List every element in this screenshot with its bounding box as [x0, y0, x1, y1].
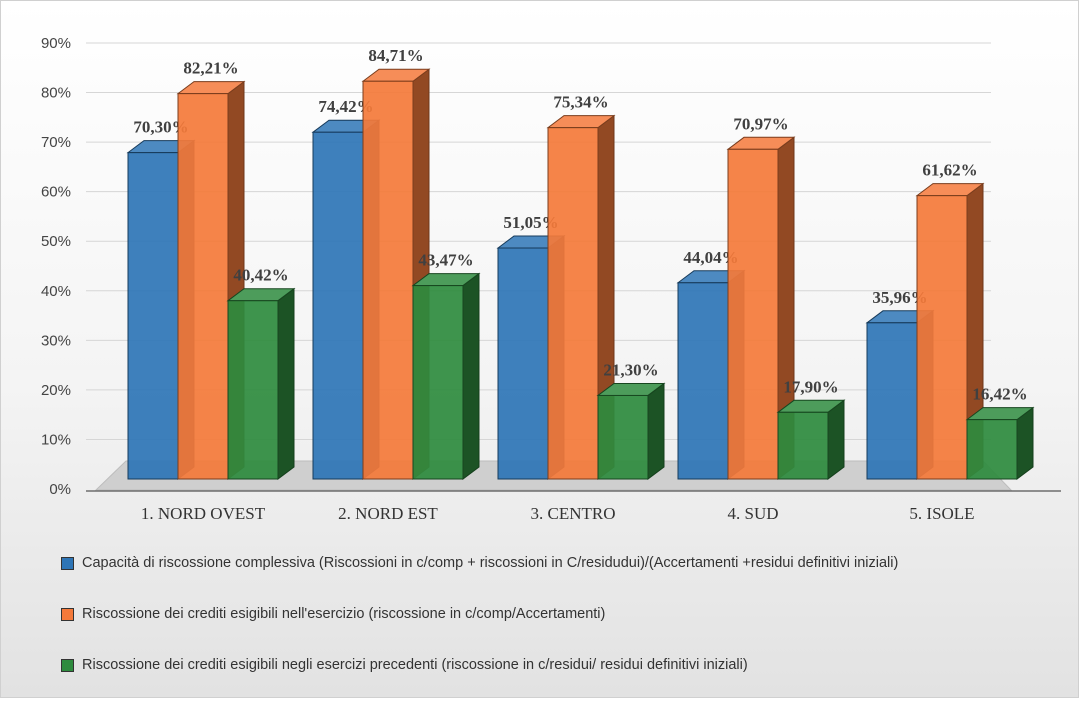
y-tick-label: 90%	[41, 35, 71, 52]
data-label: 84,71%	[368, 46, 423, 65]
bar	[412, 285, 464, 480]
legend-item-series-1: Capacità di riscossione complessiva (Ris…	[61, 553, 1061, 573]
bar	[727, 148, 779, 480]
y-tick-label: 30%	[41, 332, 71, 349]
bar	[597, 394, 649, 480]
data-label: 74,42%	[318, 97, 373, 116]
data-label: 17,90%	[783, 377, 838, 396]
y-tick-label: 50%	[41, 233, 71, 250]
legend-swatch-series-3	[61, 658, 74, 672]
data-label: 75,34%	[553, 93, 608, 112]
y-tick-label: 40%	[41, 283, 71, 300]
y-tick-label: 70%	[41, 134, 71, 151]
y-tick-label: 20%	[41, 382, 71, 399]
chart-plot: 0% 10% 20% 30% 40% 50% 60% 70% 80% 90% 70,30% 82,21…	[41, 35, 1061, 523]
data-label: 35,96%	[872, 288, 927, 307]
bar-side	[277, 287, 295, 480]
bar	[916, 195, 968, 480]
data-label: 21,30%	[603, 360, 658, 379]
bar	[312, 131, 364, 480]
bar	[177, 93, 229, 480]
legend-item-series-3: Riscossione dei crediti esigibili negli …	[61, 655, 1061, 675]
bar-side	[827, 399, 845, 480]
legend-label-series-1: Capacità di riscossione complessiva (Ris…	[82, 555, 899, 571]
data-label: 70,30%	[133, 118, 188, 137]
bar	[362, 80, 414, 480]
legend-label-series-3: Riscossione dei crediti esigibili negli …	[82, 657, 748, 673]
bar-side	[462, 272, 480, 480]
y-tick-label: 80%	[41, 85, 71, 102]
legend-swatch-series-2	[61, 607, 74, 621]
legend-item-series-2: Riscossione dei crediti esigibili nell'e…	[61, 604, 1061, 624]
bar	[866, 322, 918, 480]
data-label: 40,42%	[233, 266, 288, 285]
data-label: 61,62%	[922, 161, 977, 180]
data-label: 82,21%	[183, 59, 238, 78]
legend: Capacità di riscossione complessiva (Ris…	[61, 553, 1061, 706]
bar	[677, 282, 729, 480]
x-tick-label: 4. SUD	[727, 504, 778, 523]
legend-label-series-2: Riscossione dei crediti esigibili nell'e…	[82, 606, 606, 622]
x-tick-label: 5. ISOLE	[909, 504, 974, 523]
data-label: 43,47%	[418, 251, 473, 270]
x-tick-label: 3. CENTRO	[531, 504, 616, 523]
data-label: 70,97%	[733, 114, 788, 133]
bar-side	[647, 382, 665, 480]
data-label: 51,05%	[503, 213, 558, 232]
bar	[227, 300, 279, 480]
legend-swatch-series-1	[61, 556, 74, 570]
x-tick-label: 2. NORD EST	[338, 504, 438, 523]
y-tick-label: 0%	[49, 481, 71, 498]
data-label: 16,42%	[972, 385, 1027, 404]
bar	[547, 127, 599, 480]
y-tick-label: 60%	[41, 184, 71, 201]
bar	[127, 152, 179, 480]
data-label: 44,04%	[683, 248, 738, 267]
y-tick-label: 10%	[41, 431, 71, 448]
x-tick-label: 1. NORD OVEST	[141, 504, 266, 523]
bar	[966, 419, 1018, 480]
bar	[497, 247, 549, 480]
bar	[777, 411, 829, 480]
